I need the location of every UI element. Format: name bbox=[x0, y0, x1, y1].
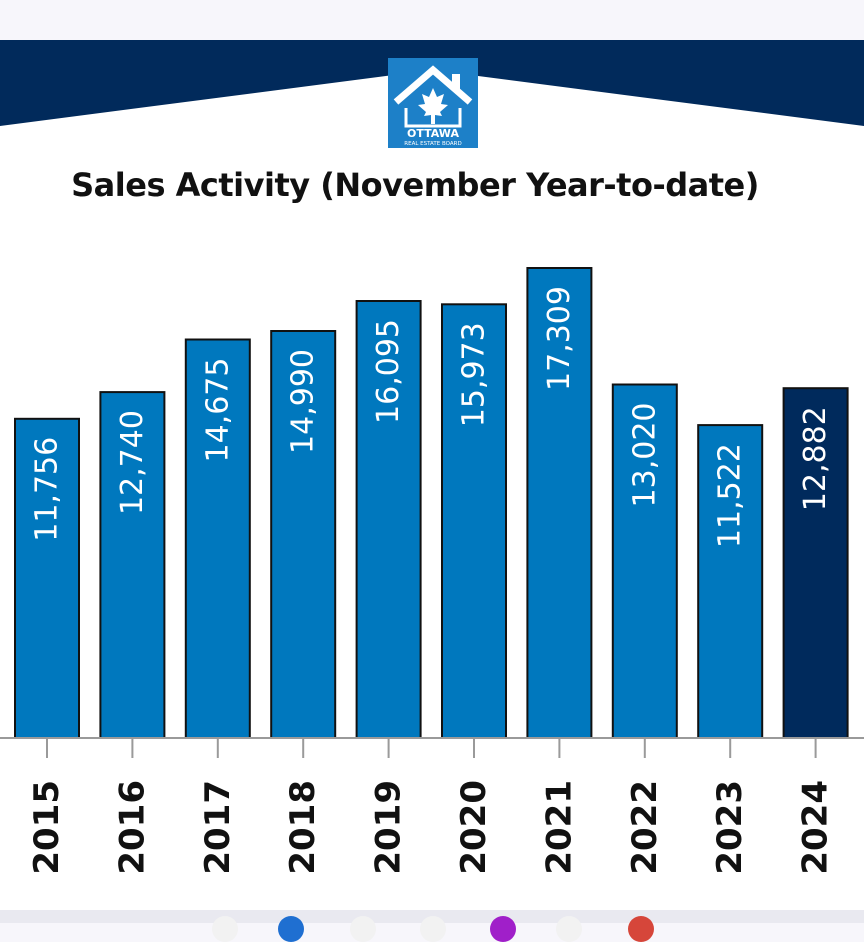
taskbar-dot bbox=[556, 916, 582, 942]
x-tick-label-2024: 2024 bbox=[796, 780, 836, 875]
logo-text-bottom: REAL ESTATE BOARD bbox=[404, 141, 461, 147]
bar-value-label-2019: 16,095 bbox=[371, 319, 406, 424]
taskbar-dot bbox=[628, 916, 654, 942]
bar-value-label-2020: 15,973 bbox=[457, 322, 492, 427]
bar-value-label-2024: 12,882 bbox=[798, 406, 833, 511]
bar-2019 bbox=[355, 300, 422, 739]
bar-chart: 11,756 12,740 14,675 14,990 16,095 15,973 17,3… bbox=[0, 267, 864, 875]
x-tick-label-2021: 2021 bbox=[539, 780, 579, 875]
x-tick-label-2023: 2023 bbox=[710, 780, 750, 875]
x-tick-label-2019: 2019 bbox=[369, 780, 409, 875]
bar-value-label-2021: 17,309 bbox=[542, 286, 577, 391]
bar-2020 bbox=[441, 303, 507, 739]
bar-2021 bbox=[526, 267, 593, 739]
bar-value-label-2023: 11,522 bbox=[713, 443, 748, 548]
ticks-layer bbox=[46, 738, 817, 758]
bar-2016 bbox=[99, 391, 166, 739]
x-tick-label-2015: 2015 bbox=[27, 780, 67, 875]
bar-2018 bbox=[270, 330, 337, 739]
logo-text-top: OTTAWA bbox=[407, 127, 459, 140]
taskbar-dot bbox=[350, 916, 376, 942]
x-tick-label-2020: 2020 bbox=[454, 780, 494, 875]
taskbar-dot bbox=[278, 916, 304, 942]
bar-value-label-2018: 14,990 bbox=[286, 349, 321, 454]
bar-2022 bbox=[611, 383, 678, 739]
labels-layer: 2015 2016 2017 2018 2019 2020 2021 2022 2023 2024 bbox=[27, 780, 836, 875]
taskbar-dot bbox=[212, 916, 238, 942]
bars-layer: 11,756 12,740 14,675 14,990 16,095 15,973 17,3… bbox=[14, 267, 849, 739]
x-tick-label-2022: 2022 bbox=[625, 780, 665, 875]
ottawa-real-estate-board-logo: OTTAWA REAL ESTATE BOARD bbox=[388, 58, 478, 148]
bar-value-label-2017: 14,675 bbox=[200, 358, 235, 463]
header-banner bbox=[0, 40, 864, 126]
bar-2024 bbox=[782, 387, 849, 739]
x-tick-label-2017: 2017 bbox=[198, 780, 238, 875]
bar-2017 bbox=[184, 338, 251, 739]
browser-top-strip bbox=[0, 0, 864, 40]
chart-title: Sales Activity (November Year-to-date) bbox=[71, 166, 759, 204]
bar-value-label-2022: 13,020 bbox=[627, 402, 662, 507]
bar-value-label-2015: 11,756 bbox=[30, 437, 65, 542]
house-maple-leaf-icon bbox=[393, 65, 473, 128]
taskbar-dot bbox=[420, 916, 446, 942]
x-tick-label-2018: 2018 bbox=[283, 780, 323, 875]
taskbar-dot bbox=[490, 916, 516, 942]
banner-shape bbox=[0, 40, 864, 126]
bar-value-label-2016: 12,740 bbox=[115, 410, 150, 515]
x-tick-label-2016: 2016 bbox=[112, 780, 152, 875]
